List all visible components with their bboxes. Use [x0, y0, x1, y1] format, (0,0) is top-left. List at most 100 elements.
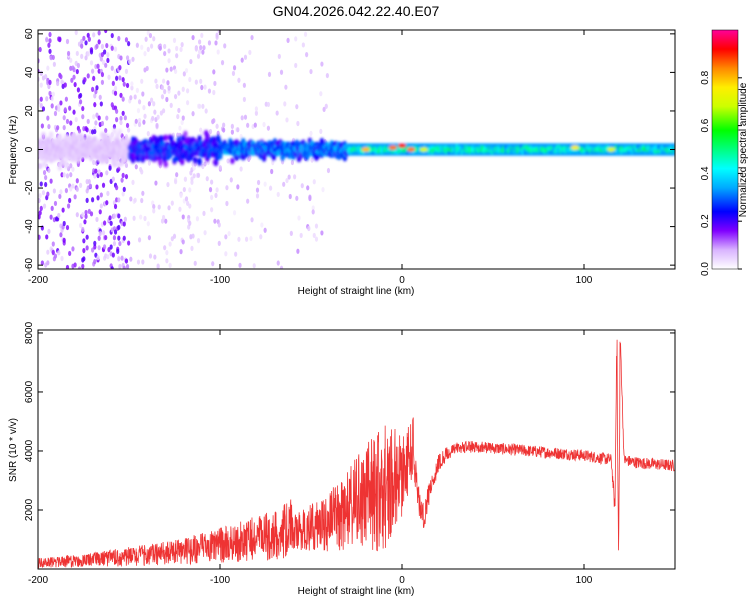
spectrogram-cell	[181, 86, 185, 92]
spectrogram-cell	[225, 200, 229, 207]
spectrogram-cell	[231, 70, 236, 76]
spectrogram-cell	[279, 69, 284, 75]
spectrogram-cell	[232, 210, 237, 216]
spectrogram-cell	[75, 68, 79, 75]
spectrogram-cell	[196, 172, 201, 178]
spectrogram-cell	[95, 112, 99, 118]
spectrogram-cell	[215, 187, 219, 193]
spectrogram-cell	[324, 103, 328, 109]
spectrogram-cell	[136, 108, 141, 114]
spectrogram-cell	[237, 77, 241, 83]
spectrogram-cell	[124, 173, 129, 180]
spectrogram-cell	[163, 245, 167, 251]
colorbar-tick-label: 0.4	[700, 166, 711, 180]
spectrogram-cell	[139, 214, 143, 220]
spectrogram-cell	[130, 85, 134, 91]
spectrogram-hot-spot	[570, 145, 579, 150]
spectrogram-cell	[140, 169, 144, 175]
spectrogram-cell	[193, 260, 197, 266]
spectrogram-cell	[41, 106, 46, 112]
spectrogram-cell	[38, 210, 42, 216]
spectrogram-cell	[217, 240, 221, 246]
spectrogram-cell	[97, 235, 101, 241]
spectrogram-cell	[95, 216, 99, 223]
spectrogram-cell	[199, 78, 203, 84]
spectrogram-cell	[255, 187, 260, 193]
spectrogram-cell	[46, 249, 50, 255]
spectrogram-cell	[82, 238, 86, 244]
snr-x-tick-label: -100	[210, 575, 230, 586]
spectrogram-cell	[123, 216, 127, 222]
spectrogram-cell	[160, 94, 165, 100]
spectrogram-cell	[51, 54, 55, 61]
spectrogram-cell	[288, 193, 292, 200]
spectrogram-cell	[266, 125, 271, 131]
spectrogram-cell	[309, 68, 313, 75]
spectrogram-cell	[98, 230, 102, 237]
spectrogram-cell	[161, 78, 166, 84]
spectrogram-cell	[122, 265, 126, 269]
spectrogram-cell	[155, 83, 159, 89]
spectrogram-cell	[227, 230, 231, 237]
spectrogram-cell	[103, 49, 107, 55]
spectrogram-cell	[71, 246, 75, 252]
spectrogram-cell	[49, 214, 53, 220]
spectrogram-cell	[106, 190, 110, 197]
spectrogram-cell	[73, 262, 77, 268]
spectrogram-cell	[62, 172, 66, 178]
spectrogram-cell	[237, 236, 241, 242]
spectrogram-cell	[112, 124, 117, 130]
spectrogram-cell	[81, 105, 85, 112]
spectrogram-cell	[182, 186, 186, 193]
spectrogram-cell	[282, 181, 286, 187]
spectrogram-cell	[326, 167, 331, 174]
spectrogram-cell	[58, 37, 62, 43]
spectrogram-cell	[94, 89, 98, 95]
spectrogram-cell	[122, 186, 126, 192]
spectrogram-cell	[312, 232, 316, 239]
snr-panel: -200 -100 0 100 2000 4000 6000 8000 Height of s…	[8, 321, 676, 597]
spectrogram-cell	[39, 205, 43, 212]
spectrogram-cell	[297, 215, 301, 221]
spectrogram-cell	[157, 204, 161, 210]
spectrogram-cell	[244, 236, 249, 242]
spectrogram-cell	[214, 40, 218, 46]
spectrogram-cell	[125, 82, 130, 89]
spectrogram-cell	[65, 173, 70, 179]
spectrogram-cell	[234, 251, 238, 257]
spectrogram-cell	[118, 240, 122, 247]
spectrogram-cell	[51, 241, 55, 247]
spectrogram-cell	[141, 259, 145, 265]
spectrogram-hot-spot	[419, 147, 428, 152]
spectrogram-cell	[117, 128, 123, 136]
spectrogram-cell	[83, 77, 87, 83]
colorbar-tick-label: 0.0	[700, 262, 711, 276]
spectrogram-cell	[294, 62, 298, 69]
spectrogram-cell	[198, 39, 202, 45]
spectrogram-cell	[201, 49, 205, 55]
spectrogram-cell	[271, 160, 275, 166]
spectrogram-cell	[119, 92, 123, 98]
spectrogram-cell	[78, 99, 83, 105]
spectrogram-cell	[190, 179, 194, 185]
spectrogram-cell	[306, 185, 310, 191]
spectrogram-cell	[276, 191, 280, 198]
spectrogram-cell	[285, 117, 289, 123]
spectrogram-cell	[208, 128, 213, 135]
spectrogram-cell	[204, 108, 208, 114]
spectrogram-cell	[230, 157, 235, 165]
spectrogram-cell	[39, 70, 43, 76]
spectrogram-cell	[266, 101, 271, 108]
spectrogram-cell	[165, 67, 169, 73]
snr-x-axis-label: Height of straight line (km)	[298, 586, 415, 597]
spectrogram-cell	[74, 30, 78, 36]
spectrogram-cell	[93, 259, 97, 265]
spectrogram-cell	[53, 200, 58, 207]
spectrogram-cell	[137, 237, 142, 243]
spectrogram-cell	[111, 252, 115, 258]
spectrogram-cell	[199, 45, 203, 51]
spectrogram-cell	[93, 244, 97, 250]
spectrogram-cell	[107, 247, 111, 253]
spectrogram-cell	[309, 130, 313, 136]
spectrogram-cell	[196, 53, 201, 59]
